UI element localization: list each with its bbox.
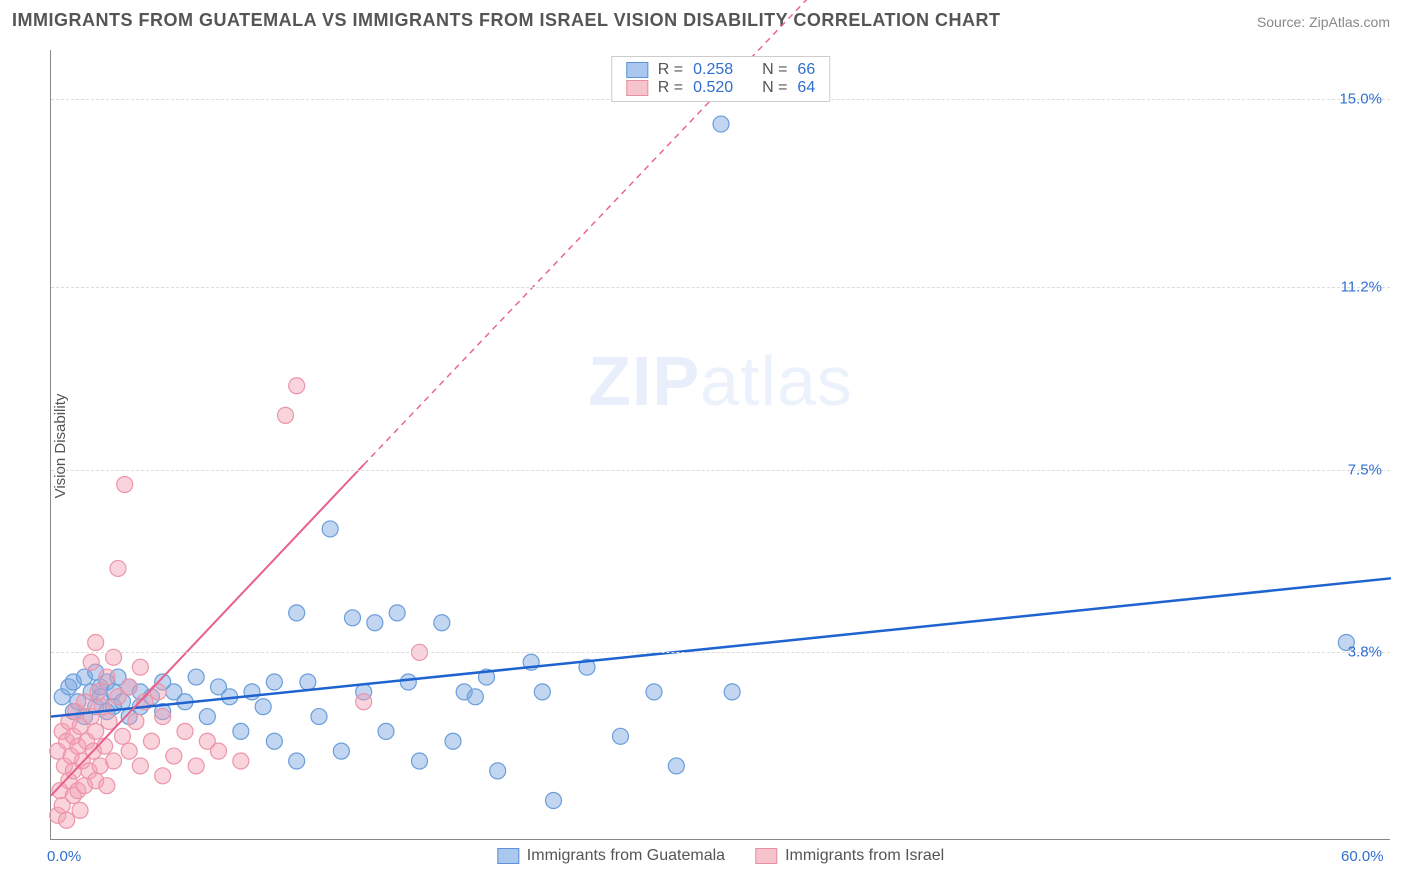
data-point (400, 674, 416, 690)
data-point (77, 694, 93, 710)
data-point (300, 674, 316, 690)
legend-swatch (626, 62, 648, 78)
data-point (59, 812, 75, 828)
legend-item: Immigrants from Israel (755, 847, 944, 865)
data-point (412, 753, 428, 769)
legend-stats-row: R = 0.258 N = 66 (626, 61, 815, 79)
y-tick-label: 11.2% (1341, 279, 1382, 296)
data-point (88, 723, 104, 739)
data-point (255, 699, 271, 715)
y-tick-label: 15.0% (1339, 91, 1382, 108)
data-point (88, 635, 104, 651)
legend-stats: R = 0.258 N = 66 R = 0.520 N = 64 (611, 56, 830, 102)
x-tick-label: 0.0% (47, 848, 81, 865)
gridline (51, 470, 1390, 471)
data-point (546, 793, 562, 809)
data-point (211, 743, 227, 759)
data-point (233, 723, 249, 739)
legend-label: Immigrants from Israel (785, 847, 944, 865)
data-point (345, 610, 361, 626)
legend-swatch (755, 848, 777, 864)
data-point (266, 733, 282, 749)
gridline (51, 287, 1390, 288)
n-label: N = (762, 79, 787, 97)
data-point (278, 407, 294, 423)
chart-title: IMMIGRANTS FROM GUATEMALA VS IMMIGRANTS … (12, 10, 1000, 31)
data-point (121, 679, 137, 695)
data-point (233, 753, 249, 769)
source-label: Source: ZipAtlas.com (1257, 14, 1390, 30)
data-point (155, 768, 171, 784)
data-point (646, 684, 662, 700)
data-point (83, 654, 99, 670)
data-point (117, 477, 133, 493)
legend-swatch (497, 848, 519, 864)
data-point (99, 778, 115, 794)
data-point (289, 605, 305, 621)
n-label: N = (762, 61, 787, 79)
data-point (367, 615, 383, 631)
data-point (106, 753, 122, 769)
data-point (724, 684, 740, 700)
gridline (51, 652, 1390, 653)
regression-line (51, 578, 1391, 716)
data-point (166, 748, 182, 764)
data-point (322, 521, 338, 537)
data-point (188, 758, 204, 774)
legend-item: Immigrants from Guatemala (497, 847, 725, 865)
data-point (177, 723, 193, 739)
n-value: 66 (797, 61, 815, 79)
legend-stats-row: R = 0.520 N = 64 (626, 79, 815, 97)
legend-label: Immigrants from Guatemala (527, 847, 725, 865)
data-point (155, 709, 171, 725)
data-point (99, 669, 115, 685)
data-point (668, 758, 684, 774)
data-point (150, 684, 166, 700)
n-value: 64 (797, 79, 815, 97)
x-tick-label: 60.0% (1341, 848, 1384, 865)
data-point (289, 378, 305, 394)
legend-swatch (626, 80, 648, 96)
data-point (434, 615, 450, 631)
r-value: 0.520 (693, 79, 733, 97)
data-point (333, 743, 349, 759)
data-point (311, 709, 327, 725)
data-point (144, 733, 160, 749)
data-point (445, 733, 461, 749)
y-tick-label: 3.8% (1348, 644, 1382, 661)
y-tick-label: 7.5% (1348, 461, 1382, 478)
data-point (613, 728, 629, 744)
data-point (467, 689, 483, 705)
data-point (132, 659, 148, 675)
r-label: R = (658, 79, 683, 97)
data-point (266, 674, 282, 690)
data-point (199, 709, 215, 725)
data-point (534, 684, 550, 700)
data-point (121, 743, 137, 759)
data-point (356, 694, 372, 710)
data-point (378, 723, 394, 739)
data-point (132, 758, 148, 774)
chart-svg (51, 50, 1390, 839)
data-point (90, 684, 106, 700)
data-point (389, 605, 405, 621)
data-point (490, 763, 506, 779)
data-point (289, 753, 305, 769)
data-point (110, 560, 126, 576)
plot-area: ZIPatlas 3.8%7.5%11.2%15.0%0.0%60.0%R =0… (50, 50, 1390, 840)
r-value: 0.258 (693, 61, 733, 79)
r-label: R = (658, 61, 683, 79)
data-point (713, 116, 729, 132)
data-point (188, 669, 204, 685)
data-point (128, 714, 144, 730)
data-point (72, 802, 88, 818)
legend-series: Immigrants from Guatemala Immigrants from… (497, 847, 944, 865)
data-point (114, 728, 130, 744)
